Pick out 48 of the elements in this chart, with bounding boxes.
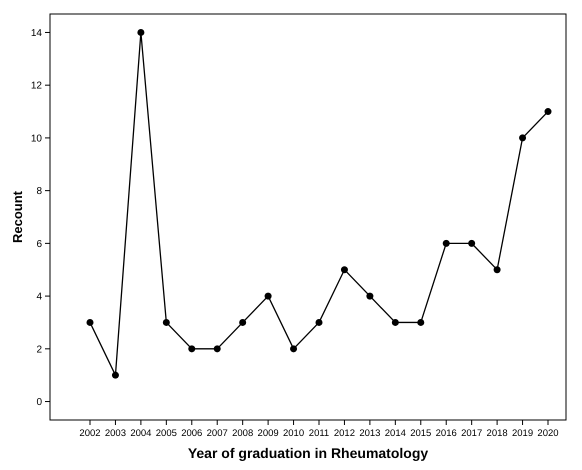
point — [468, 240, 476, 247]
point — [162, 318, 170, 326]
point — [494, 266, 501, 274]
point — [137, 28, 144, 36]
y-tick-label: 4 — [36, 292, 42, 303]
point — [290, 345, 298, 352]
point — [188, 345, 196, 352]
y-tick-label: 0 — [36, 397, 42, 408]
y-tick-label: 12 — [30, 80, 42, 92]
point — [366, 292, 374, 300]
x-tick-label: 2006 — [181, 428, 202, 439]
point — [417, 318, 424, 326]
x-tick-label: 2008 — [232, 428, 254, 439]
point — [86, 318, 94, 326]
x-tick-label: 2010 — [282, 428, 304, 439]
x-tick-label: 2015 — [410, 428, 432, 439]
x-tick-label: 2005 — [156, 428, 177, 439]
x-tick-label: 2016 — [436, 428, 457, 439]
point — [316, 318, 322, 326]
x-tick-label: 2011 — [308, 428, 330, 439]
x-tick-label: 2014 — [384, 428, 406, 439]
point — [519, 134, 526, 142]
point — [112, 372, 119, 379]
x-tick-label: 2017 — [461, 428, 482, 439]
y-tick-label: 10 — [30, 133, 42, 144]
y-tick-label: 2 — [36, 344, 42, 356]
x-tick-label: 2018 — [486, 428, 508, 439]
x-tick-label: 2020 — [537, 428, 559, 439]
y-tick-label: 14 — [30, 28, 42, 39]
x-tick-label: 2002 — [79, 428, 101, 439]
point — [544, 108, 552, 116]
x-tick-label: 2013 — [359, 428, 380, 439]
x-tick-label: 2012 — [334, 428, 356, 439]
point — [392, 318, 399, 326]
point — [264, 292, 272, 300]
y-tick-label: 6 — [36, 238, 42, 250]
y-tick-label: 8 — [36, 186, 42, 198]
point — [340, 266, 348, 274]
point — [239, 318, 246, 326]
x-tick-label: 2009 — [258, 428, 279, 439]
x-tick-label: 2004 — [130, 428, 152, 439]
x-axis-title: Year of graduation in Rheumatology — [188, 445, 428, 461]
point — [442, 240, 450, 247]
point — [214, 345, 221, 352]
x-tick-label: 2019 — [512, 428, 534, 439]
x-tick-label: 2003 — [104, 428, 126, 439]
y-axis-title: Recount — [10, 190, 25, 243]
x-tick-label: 2007 — [206, 428, 228, 439]
